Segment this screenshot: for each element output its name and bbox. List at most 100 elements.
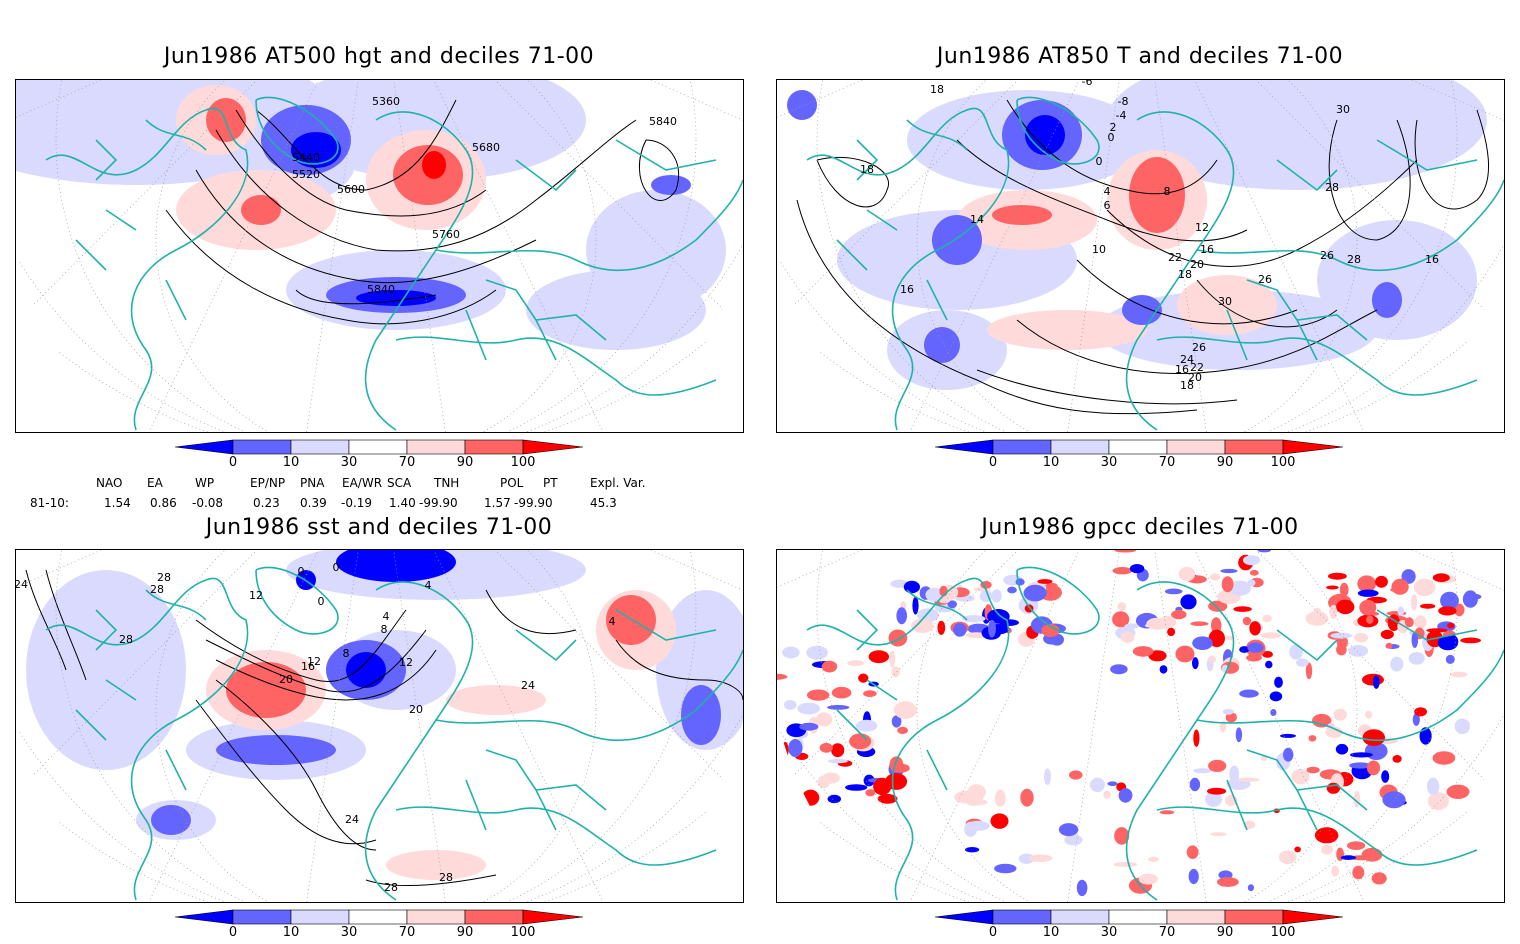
precip-anomaly (1365, 710, 1373, 719)
contour-label: 28 (1325, 181, 1339, 194)
teleconn-value: 1.54 (104, 496, 131, 510)
precip-anomaly (1132, 646, 1154, 657)
contour-label: 16 (301, 660, 315, 673)
contour-label: 5360 (372, 95, 400, 108)
precip-anomaly (1188, 868, 1199, 885)
teleconn-header: EA (147, 476, 163, 490)
contour-label: 0 (1096, 155, 1103, 168)
precip-anomaly (998, 619, 1019, 626)
precip-anomaly (1349, 762, 1372, 769)
anomaly-shading (346, 652, 386, 688)
colorbar-tick-label: 10 (1043, 455, 1060, 470)
contour-label: 18 (930, 83, 944, 96)
contour-label: 26 (1320, 249, 1334, 262)
contour-label: 12 (1195, 221, 1209, 234)
colorbar-segment (992, 439, 1052, 455)
precip-anomaly (1331, 865, 1340, 877)
precip-anomaly (1018, 853, 1035, 864)
precip-anomaly (1333, 708, 1347, 721)
coastline (255, 566, 339, 635)
contour-label: 8 (381, 623, 388, 636)
precip-anomaly (947, 600, 957, 609)
precip-anomaly (831, 686, 852, 699)
precip-anomaly (1180, 594, 1197, 610)
colorbar-segment (348, 439, 408, 455)
precip-anomaly (1129, 564, 1145, 574)
precip-anomaly (988, 619, 996, 638)
coastline (95, 119, 207, 181)
precip-anomaly (815, 712, 833, 727)
contour-label: 5840 (649, 115, 677, 128)
colorbar-tick-label: 70 (1159, 925, 1176, 940)
contour-line (1016, 309, 1378, 374)
teleconn-value: -99.90 (419, 496, 458, 510)
anomaly-shading (1107, 80, 1487, 190)
contour-line (195, 699, 377, 845)
precip-anomaly (1446, 784, 1470, 799)
anomaly-shading (206, 98, 246, 142)
colorbar-segment (1282, 909, 1344, 925)
precip-anomaly (1167, 627, 1176, 637)
coastline (1196, 649, 1504, 742)
contour-label: 5600 (337, 183, 365, 196)
precip-anomaly (1375, 575, 1388, 588)
precip-anomaly (1242, 616, 1252, 626)
precip-anomaly (1306, 766, 1320, 774)
precip-anomaly (1348, 645, 1369, 657)
precip-anomaly (1103, 790, 1111, 799)
contour-label: 4 (609, 615, 616, 628)
precip-anomaly (1357, 589, 1379, 597)
precip-anomaly (1366, 615, 1374, 624)
colorbar-tick-label: 70 (399, 925, 416, 940)
precip-anomaly (1058, 823, 1079, 837)
precip-anomaly (1144, 623, 1159, 628)
anomaly-shading (356, 290, 436, 306)
projection-edge (777, 720, 917, 902)
coastline (856, 589, 968, 651)
precip-anomaly (1296, 658, 1309, 667)
precip-anomaly (925, 587, 944, 602)
contour-label: 30 (1336, 103, 1350, 116)
precip-anomaly (953, 623, 967, 637)
precip-anomaly (963, 789, 984, 806)
precip-anomaly (1208, 759, 1227, 772)
contour-label: -4 (1116, 109, 1127, 122)
contour-label: 0 (298, 565, 305, 578)
anomaly-shading (216, 735, 336, 765)
colorbar-segment (522, 439, 584, 455)
precip-anomaly (799, 722, 819, 731)
precip-anomaly (1193, 768, 1212, 774)
precip-anomaly (1233, 606, 1252, 612)
graticule (16, 80, 743, 432)
contour-label: 24 (16, 578, 28, 591)
anomaly-shading (386, 850, 486, 880)
teleconn-value: 0.23 (253, 496, 280, 510)
contour-label: 16 (1200, 243, 1214, 256)
contour-line (295, 289, 437, 305)
precip-anomaly (1361, 847, 1383, 862)
colorbar-segment (232, 439, 292, 455)
precip-anomaly (1192, 657, 1199, 670)
contour-label: 12 (399, 656, 413, 669)
precip-anomaly (1411, 594, 1418, 611)
precip-anomaly (991, 589, 1002, 603)
precip-anomaly (1420, 603, 1436, 609)
precip-anomaly (819, 742, 833, 753)
contour-line (215, 119, 637, 252)
contour-line (976, 369, 1238, 405)
coastline (856, 119, 968, 181)
precip-anomaly (1352, 865, 1365, 880)
colorbar-tick-label: 90 (457, 455, 474, 470)
precip-anomaly (1336, 643, 1347, 656)
anomaly-shading (26, 570, 186, 770)
precip-anomaly (1211, 617, 1222, 634)
precip-anomaly (849, 733, 872, 750)
contour-line (956, 139, 1248, 242)
anomaly-shading (1025, 115, 1065, 155)
precip-anomaly (1371, 872, 1387, 885)
precip-anomaly (1426, 777, 1440, 796)
teleconn-header: POL (500, 476, 524, 490)
colorbar-tick-label: 100 (1271, 455, 1296, 470)
precip-anomaly (817, 775, 830, 789)
teleconn-value: 0.86 (150, 496, 177, 510)
